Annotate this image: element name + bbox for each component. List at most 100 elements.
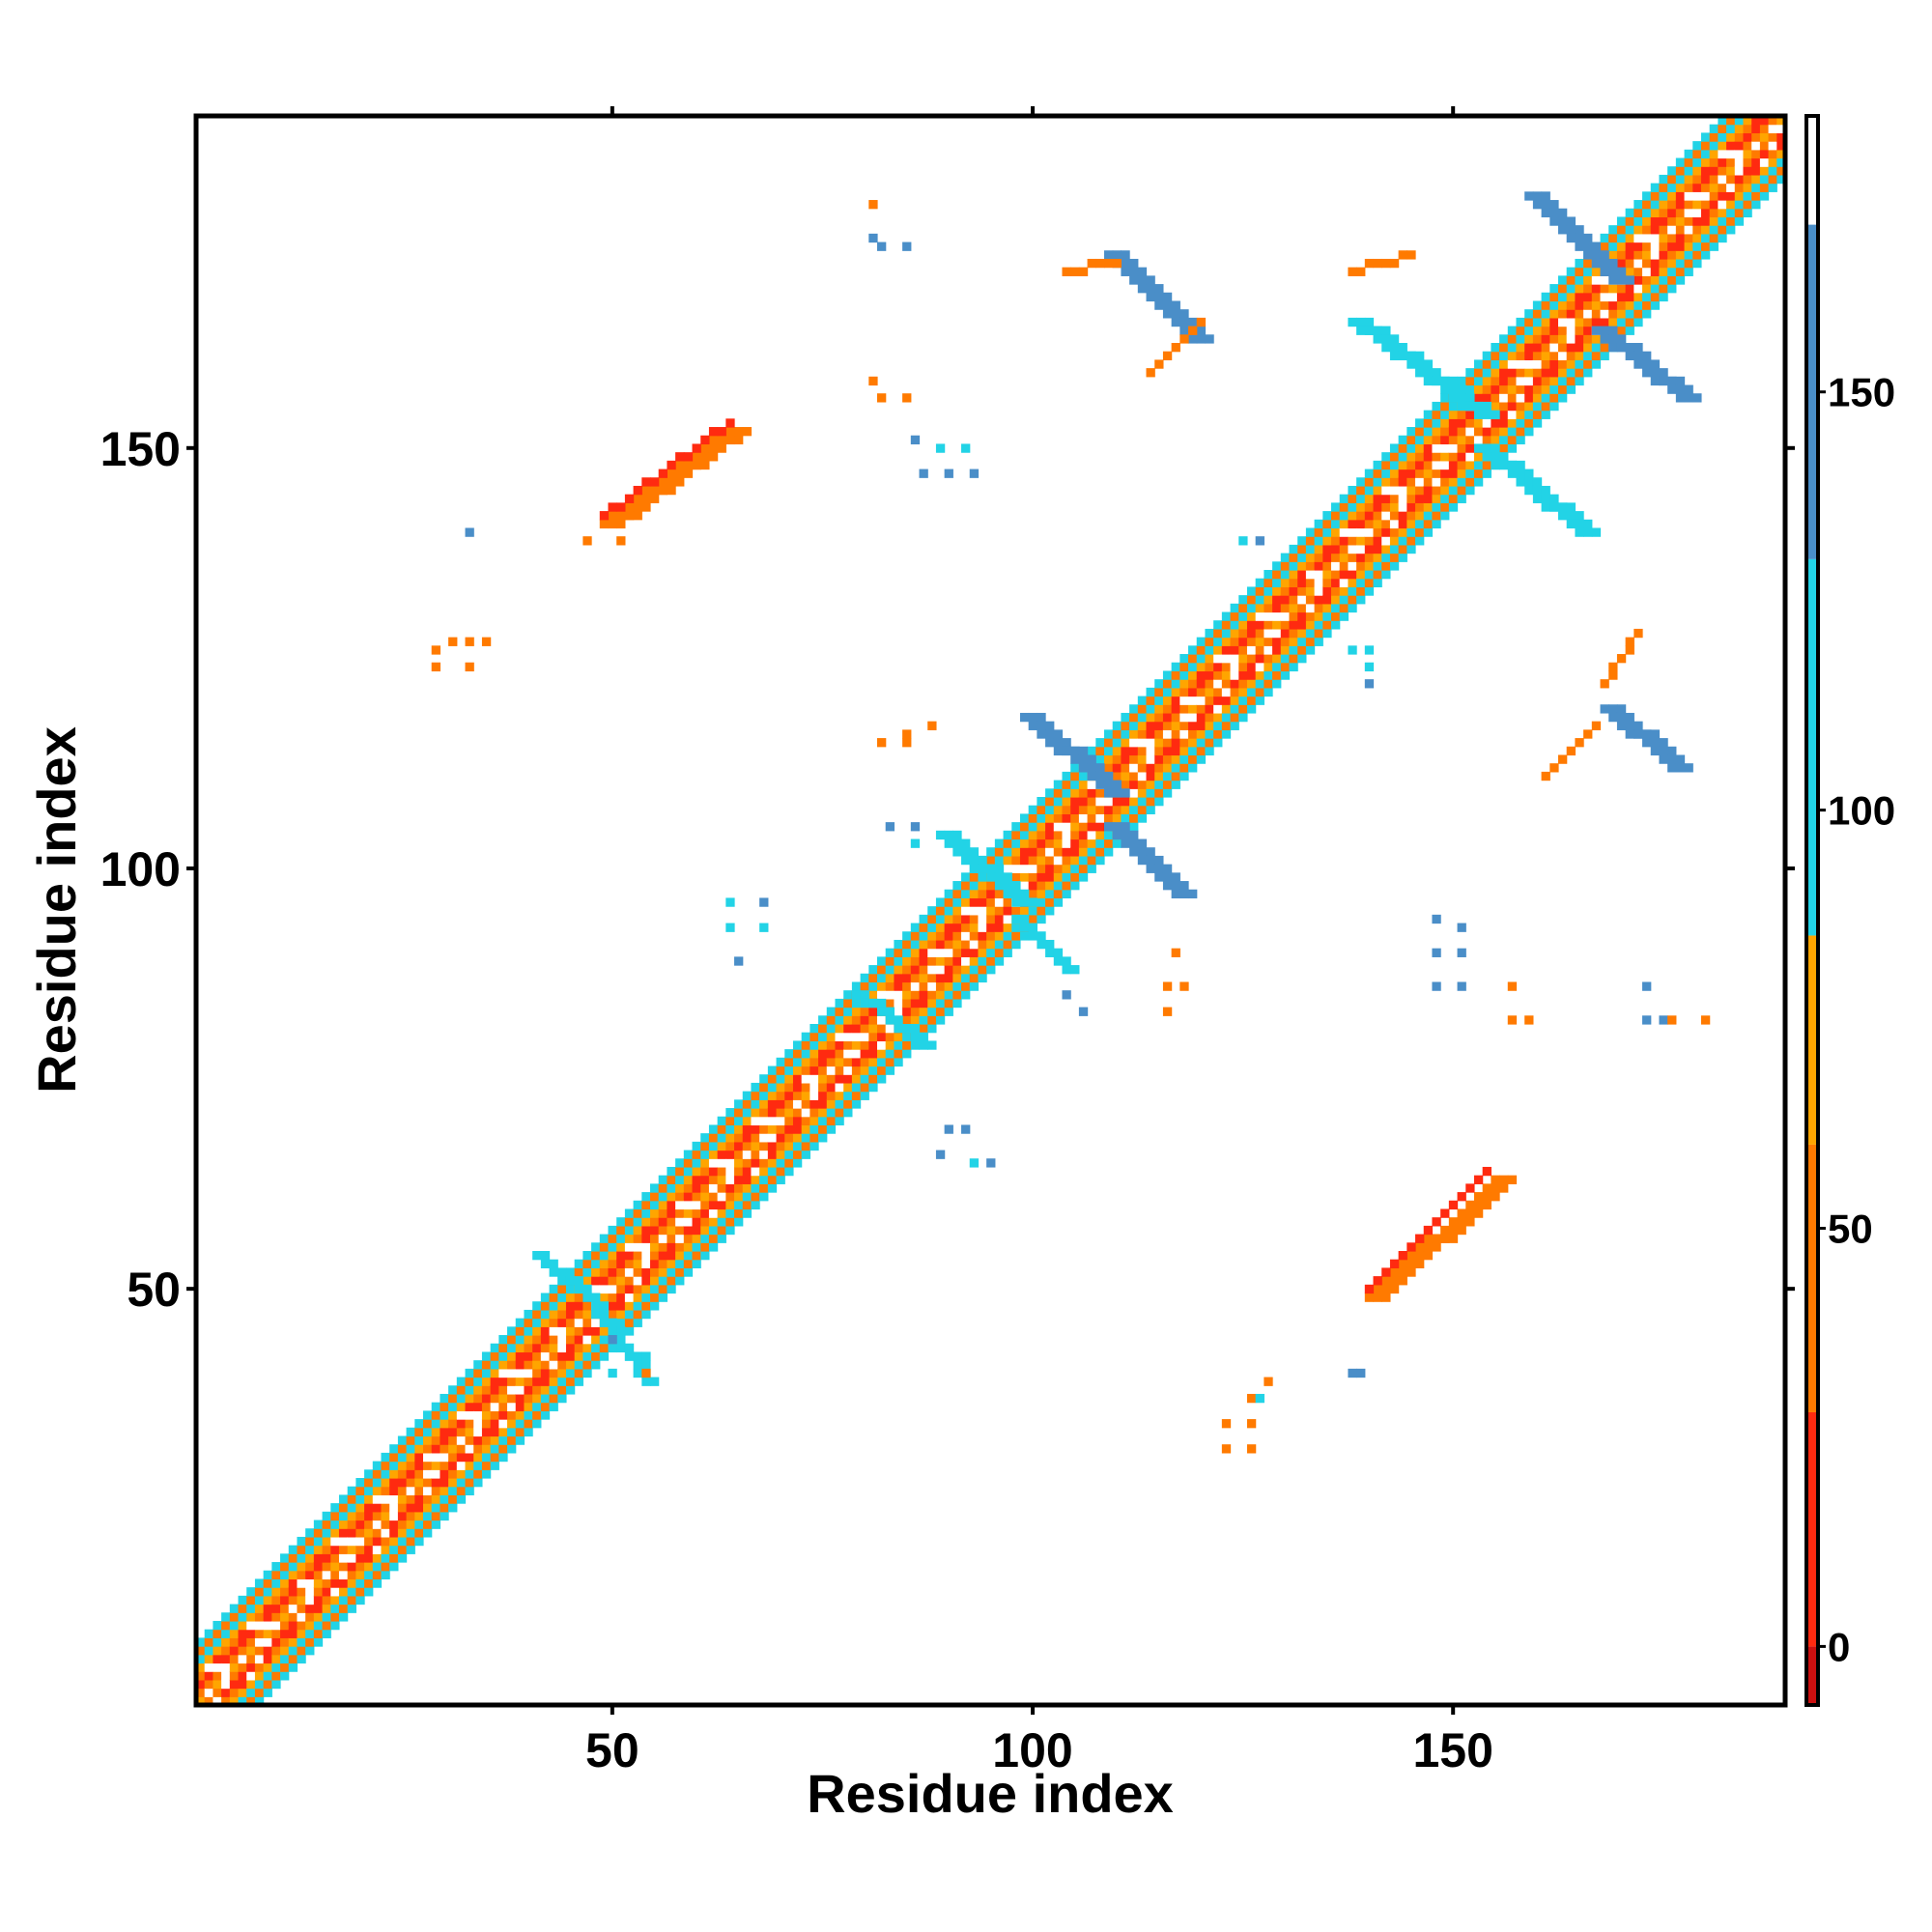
- diagonal-cell: [725, 1208, 735, 1218]
- diagonal-cell: [759, 1166, 769, 1177]
- contact-cell: [1600, 704, 1609, 714]
- diagonal-cell: [1692, 225, 1702, 235]
- diagonal-cell: [1364, 586, 1375, 596]
- diagonal-cell: [297, 1536, 306, 1547]
- diagonal-cell: [1171, 729, 1180, 739]
- contact-cell: [1608, 343, 1618, 353]
- diagonal-cell: [1700, 132, 1711, 142]
- diagonal-cell: [1331, 620, 1341, 630]
- diagonal-cell: [1246, 586, 1257, 596]
- diagonal-cell: [591, 1335, 601, 1345]
- diagonal-cell: [1650, 191, 1661, 201]
- diagonal-cell: [633, 1234, 642, 1243]
- diagonal-cell: [952, 914, 962, 924]
- diagonal-cell: [540, 1385, 551, 1395]
- colorbar-tick-label: 0: [1828, 1624, 1850, 1669]
- diagonal-cell: [961, 931, 971, 941]
- diagonal-cell: [1121, 813, 1130, 823]
- diagonal-cell: [1507, 376, 1518, 386]
- diagonal-cell: [1516, 393, 1525, 403]
- diagonal-cell: [919, 965, 928, 975]
- diagonal-cell: [784, 1099, 794, 1109]
- diagonal-cell: [515, 1351, 526, 1361]
- diagonal-cell: [1634, 317, 1643, 327]
- diagonal-cell: [1591, 351, 1602, 360]
- contact-cell: [1095, 763, 1105, 773]
- diagonal-cell: [473, 1478, 483, 1488]
- diagonal-cell: [1457, 452, 1466, 462]
- diagonal-cell: [524, 1360, 533, 1370]
- diagonal-cell: [986, 931, 996, 941]
- contact-cell: [717, 435, 726, 445]
- diagonal-cell: [1230, 603, 1239, 613]
- diagonal-cell: [1516, 427, 1525, 437]
- diagonal-cell: [1238, 696, 1248, 705]
- diagonal-cell: [1675, 166, 1686, 176]
- diagonal-cell: [1625, 208, 1634, 218]
- diagonal-cell: [1575, 334, 1584, 344]
- diagonal-cell: [851, 998, 862, 1009]
- diagonal-cell: [1499, 359, 1509, 369]
- diagonal-cell: [1045, 881, 1055, 891]
- diagonal-cell: [1650, 225, 1661, 235]
- diagonal-cell: [1331, 536, 1341, 546]
- contact-cell: [1457, 393, 1466, 403]
- diagonal-cell: [776, 1124, 785, 1134]
- diagonal-cell: [624, 1301, 635, 1311]
- diagonal-cell: [389, 1478, 399, 1488]
- diagonal-cell: [515, 1427, 526, 1437]
- diagonal-cell: [784, 1141, 794, 1151]
- diagonal-cell: [1011, 864, 1021, 873]
- diagonal-cell: [440, 1511, 449, 1521]
- diagonal-cell: [599, 1267, 610, 1277]
- contact-cell: [1028, 931, 1037, 941]
- diagonal-cell: [1457, 477, 1466, 487]
- diagonal-cell: [1692, 157, 1702, 167]
- diagonal-cell: [1583, 267, 1593, 276]
- contact-cell: [1162, 981, 1173, 991]
- diagonal-cell: [1221, 628, 1232, 639]
- diagonal-cell: [1297, 536, 1307, 546]
- diagonal-cell: [1356, 544, 1366, 554]
- diagonal-cell: [1171, 763, 1180, 773]
- diagonal-cell: [1625, 300, 1634, 310]
- diagonal-cell: [1591, 359, 1602, 369]
- diagonal-cell: [313, 1612, 324, 1622]
- diagonal-cell: [490, 1461, 499, 1470]
- diagonal-cell: [1297, 603, 1307, 613]
- diagonal-cell: [456, 1494, 467, 1504]
- contact-cell: [1121, 838, 1130, 848]
- diagonal-cell: [1482, 435, 1492, 445]
- diagonal-cell: [381, 1478, 390, 1488]
- diagonal-cell: [818, 1124, 828, 1134]
- diagonal-cell: [1726, 116, 1736, 126]
- diagonal-cell: [246, 1629, 256, 1638]
- contact-cell: [725, 923, 735, 932]
- diagonal-cell: [423, 1469, 433, 1479]
- diagonal-cell: [751, 1108, 760, 1118]
- diagonal-cell: [1154, 679, 1164, 689]
- diagonal-cell: [843, 1057, 853, 1067]
- diagonal-cell: [1112, 771, 1122, 781]
- diagonal-cell: [254, 1671, 265, 1681]
- diagonal-cell: [1289, 570, 1298, 580]
- contact-cell: [1440, 1225, 1450, 1236]
- diagonal-cell: [297, 1570, 306, 1580]
- contact-cell: [1406, 1259, 1416, 1268]
- diagonal-cell: [667, 1183, 676, 1193]
- diagonal-cell: [389, 1452, 399, 1463]
- diagonal-cell: [1448, 401, 1459, 412]
- diagonal-cell: [1692, 166, 1702, 176]
- diagonal-cell: [1423, 460, 1434, 470]
- diagonal-cell: [1003, 855, 1012, 866]
- diagonal-cell: [1280, 628, 1291, 639]
- diagonal-cell: [1759, 166, 1770, 176]
- diagonal-cell: [641, 1208, 651, 1218]
- contact-cell: [1659, 738, 1668, 748]
- diagonal-cell: [473, 1402, 483, 1411]
- diagonal-cell: [1373, 477, 1382, 487]
- diagonal-cell: [734, 1166, 744, 1177]
- diagonal-cell: [633, 1318, 642, 1327]
- diagonal-cell: [952, 906, 962, 916]
- diagonal-cell: [498, 1435, 508, 1445]
